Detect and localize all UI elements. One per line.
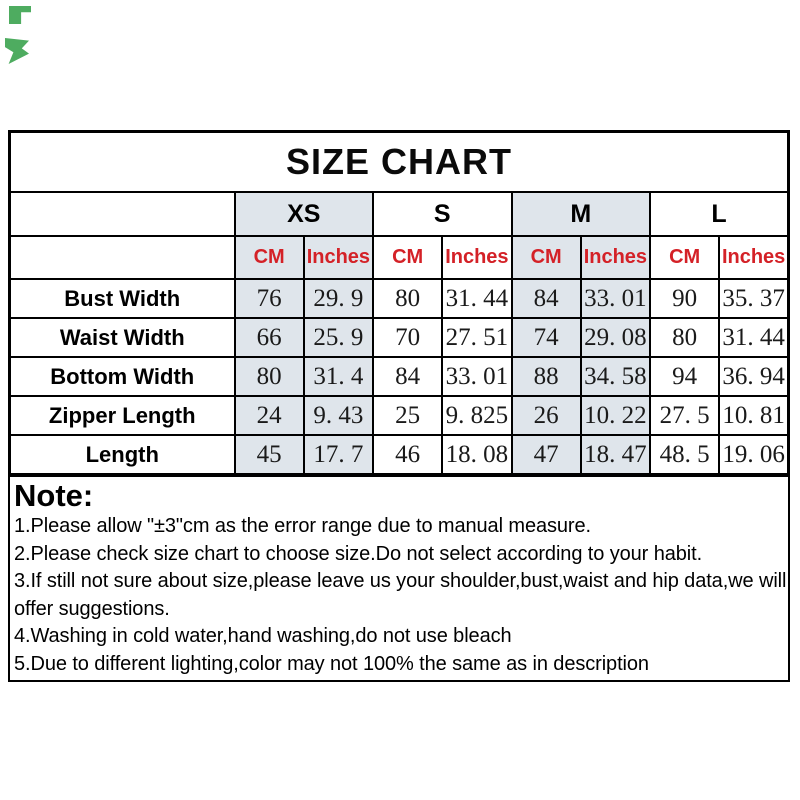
table-row: Bottom Width 80 31. 4 84 33. 01 88 34. 5…	[8, 356, 790, 397]
cell-value: 9. 43	[302, 395, 375, 436]
cell-value: 27. 5	[648, 395, 721, 436]
cell-value: 31. 4	[302, 356, 375, 397]
cell-value: 35. 37	[718, 278, 790, 319]
cell-value: 76	[233, 278, 305, 319]
cell-value: 29. 08	[579, 317, 652, 358]
cell-value: 80	[648, 317, 721, 358]
cell-value: 70	[371, 317, 444, 358]
size-chart-sheet: SIZE CHART XS S M L CM Inches CM Inches …	[8, 130, 790, 682]
row-label: Waist Width	[8, 317, 236, 358]
note-line: 4.Washing in cold water,hand washing,do …	[14, 625, 512, 647]
cell-value: 31. 44	[441, 278, 513, 319]
unit-header-cm: CM	[510, 235, 582, 280]
unit-header-inches: Inches	[302, 235, 375, 280]
cell-value: 36. 94	[718, 356, 790, 397]
unit-header-inches: Inches	[441, 235, 513, 280]
cell-value: 27. 51	[441, 317, 513, 358]
cell-value: 84	[510, 278, 582, 319]
cell-value: 10. 81	[718, 395, 790, 436]
row-label: Zipper Length	[8, 395, 236, 436]
cell-value: 80	[233, 356, 305, 397]
cell-value: 9. 825	[441, 395, 513, 436]
note-line: 2.Please check size chart to choose size…	[14, 542, 703, 565]
note-heading: Note:	[14, 478, 94, 513]
cell-value: 47	[510, 434, 582, 476]
table-row: Bust Width 76 29. 9 80 31. 44 84 33. 01 …	[8, 278, 790, 319]
cell-value: 34. 58	[579, 356, 652, 397]
unit-header-cm: CM	[233, 235, 305, 280]
note-line: 5.Due to different lighting,color may no…	[14, 652, 649, 675]
page-title: SIZE CHART	[8, 130, 790, 193]
cell-value: 84	[371, 356, 444, 397]
unit-header-cm: CM	[371, 235, 444, 280]
size-col-header-s: S	[372, 191, 513, 237]
unit-header-inches: Inches	[718, 235, 790, 280]
note-section: Note: 1.Please allow "±3"cm as the error…	[8, 476, 790, 682]
cell-value: 29. 9	[302, 278, 375, 319]
cell-value: 19. 06	[718, 434, 790, 476]
cell-value: 18. 08	[441, 434, 513, 476]
cell-value: 33. 01	[441, 356, 513, 397]
table-row: Waist Width 66 25. 9 70 27. 51 74 29. 08…	[8, 317, 790, 358]
cell-value: 90	[648, 278, 721, 319]
unit-header-cm: CM	[648, 235, 721, 280]
cell-value: 46	[371, 434, 444, 476]
row-label: Bottom Width	[8, 356, 236, 397]
cell-value: 80	[371, 278, 444, 319]
table-row: Zipper Length 24 9. 43 25 9. 825 26 10. …	[8, 395, 790, 436]
cell-value: 45	[233, 434, 305, 476]
cell-value: 25. 9	[302, 317, 375, 358]
size-chart-table: SIZE CHART XS S M L CM Inches CM Inches …	[8, 130, 790, 476]
cell-value: 88	[510, 356, 582, 397]
row-label: Bust Width	[8, 278, 236, 319]
cell-value: 66	[233, 317, 305, 358]
note-line: 1.Please allow "±3"cm as the error range…	[14, 515, 591, 537]
size-col-header-l: L	[649, 191, 790, 237]
cell-value: 25	[371, 395, 444, 436]
table-row: Length 45 17. 7 46 18. 08 47 18. 47 48. …	[8, 434, 790, 476]
size-col-header-m: M	[510, 191, 651, 237]
cell-value: 26	[510, 395, 582, 436]
note-line: 3.If still not sure about size,please le…	[14, 570, 787, 620]
row-label: Length	[8, 434, 236, 476]
cell-value: 17. 7	[302, 434, 375, 476]
corner-empty-cell	[8, 235, 236, 280]
unit-header-inches: Inches	[579, 235, 652, 280]
cell-value: 18. 47	[579, 434, 652, 476]
size-col-header-xs: XS	[233, 191, 374, 237]
cell-value: 94	[648, 356, 721, 397]
cell-value: 74	[510, 317, 582, 358]
cell-value: 48. 5	[648, 434, 721, 476]
cell-value: 24	[233, 395, 305, 436]
corner-empty-cell	[8, 191, 236, 237]
green-artifact-icon	[9, 6, 31, 24]
green-artifact-icon	[5, 38, 29, 64]
cell-value: 33. 01	[579, 278, 652, 319]
cell-value: 10. 22	[579, 395, 652, 436]
cell-value: 31. 44	[718, 317, 790, 358]
